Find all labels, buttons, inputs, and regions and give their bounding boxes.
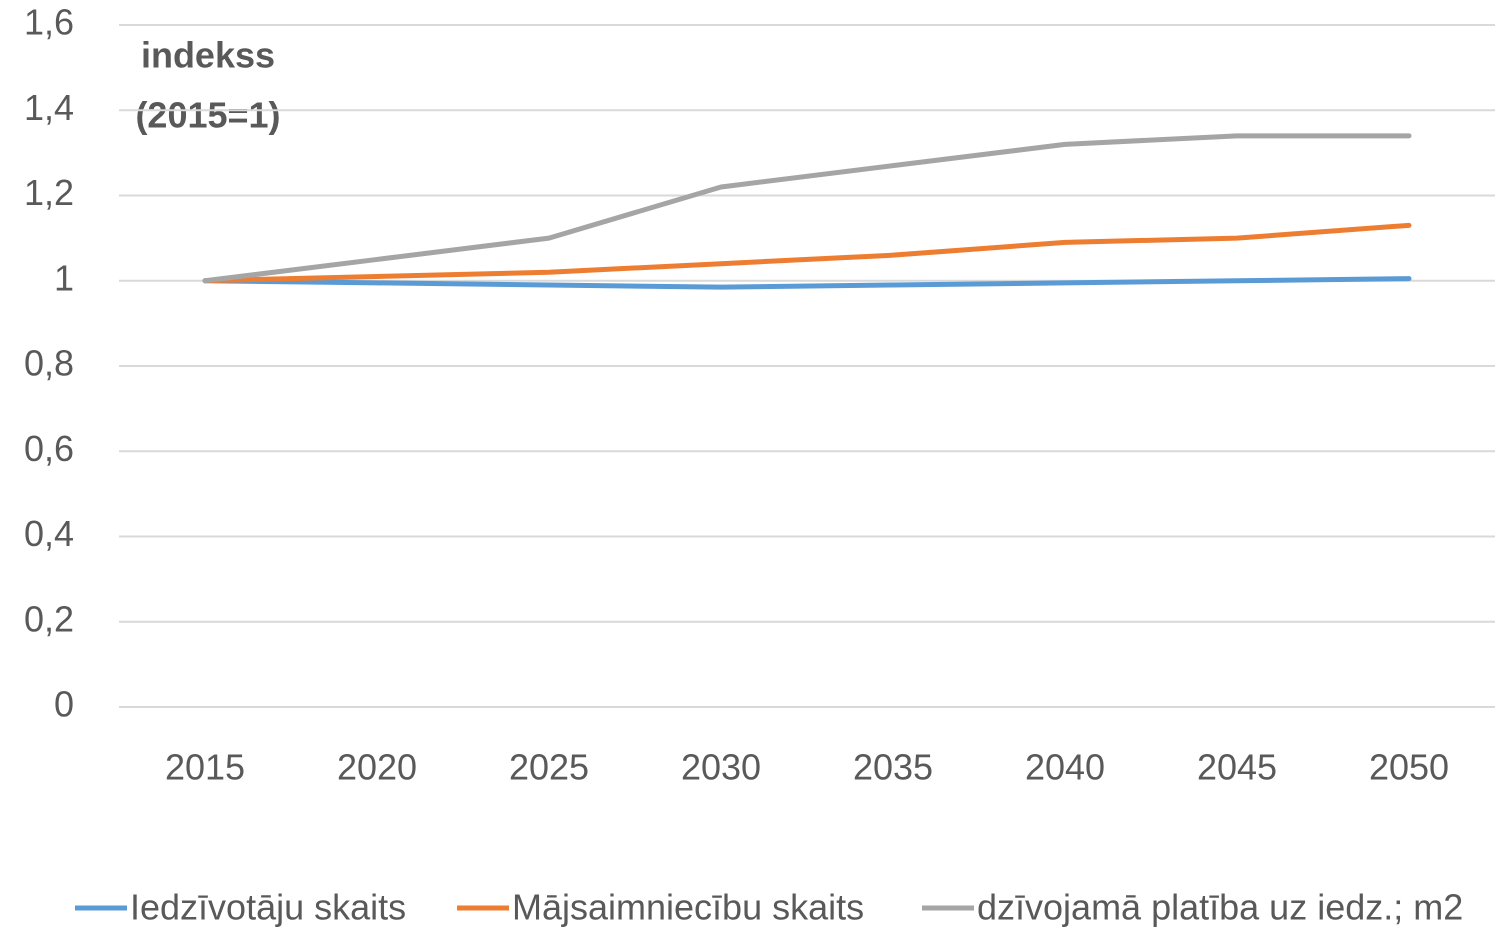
legend-label: Iedzīvotāju skaits xyxy=(130,887,406,928)
x-tick-label: 2020 xyxy=(337,747,417,788)
series-line xyxy=(202,276,1412,290)
x-tick-label: 2050 xyxy=(1369,747,1449,788)
annotation: (2015=1) xyxy=(135,95,280,136)
legend-label: dzīvojamā platība uz iedz.; m2 xyxy=(977,887,1463,928)
y-tick-label: 0,8 xyxy=(24,343,74,384)
legend-label: Mājsaimniecību skaits xyxy=(512,887,864,928)
y-tick-label: 1,6 xyxy=(24,2,74,43)
annotation: indekss xyxy=(141,35,275,76)
x-tick-label: 2030 xyxy=(681,747,761,788)
y-tick-label: 0,4 xyxy=(24,513,74,554)
series-line xyxy=(202,133,1412,284)
series-line xyxy=(202,222,1412,284)
x-tick-label: 2015 xyxy=(165,747,245,788)
y-tick-label: 0,2 xyxy=(24,598,74,639)
y-tick-label: 0,6 xyxy=(24,428,74,469)
x-tick-label: 2025 xyxy=(509,747,589,788)
y-tick-label: 0 xyxy=(54,684,74,725)
x-tick-label: 2035 xyxy=(853,747,933,788)
y-tick-label: 1 xyxy=(54,257,74,298)
y-tick-label: 1,4 xyxy=(24,87,74,128)
y-tick-label: 1,2 xyxy=(24,172,74,213)
x-tick-label: 2045 xyxy=(1197,747,1277,788)
x-tick-label: 2040 xyxy=(1025,747,1105,788)
